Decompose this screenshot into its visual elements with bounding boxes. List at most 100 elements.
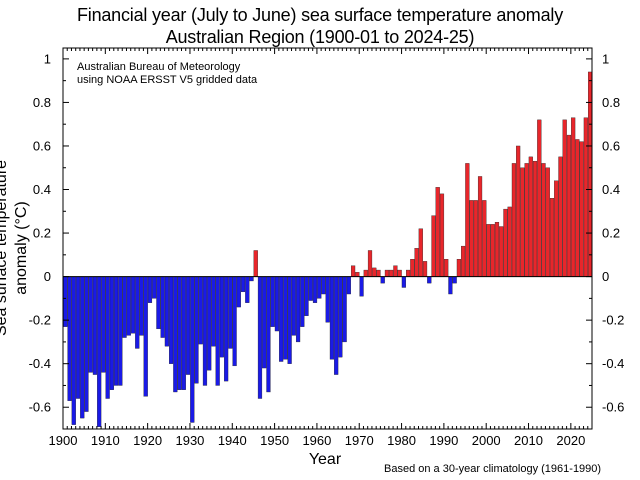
bar-2014 (545, 167, 550, 277)
bar-1910 (105, 276, 110, 399)
bar-1995 (465, 163, 470, 277)
bar-1983 (414, 248, 419, 277)
plot-frame (62, 47, 593, 430)
bar-2003 (499, 226, 504, 277)
y-tick-label-right: 0.8 (602, 95, 620, 110)
bar-1933 (202, 276, 208, 386)
source-note-line-2: using NOAA ERSST V5 gridded data (77, 74, 258, 86)
bar-1996 (469, 200, 474, 277)
y-tick-label: 0 (44, 269, 51, 284)
bar-1921 (152, 276, 157, 299)
climatology-footnote: Based on a 30-year climatology (1961-199… (384, 463, 602, 475)
bar-2019 (566, 134, 572, 277)
x-tick-label: 1990 (429, 433, 458, 448)
bar-1961 (321, 276, 326, 295)
bar-1920 (147, 276, 153, 303)
bar-1987 (431, 215, 436, 277)
y-tick-label: -0.6 (29, 400, 51, 415)
bar-2021 (575, 139, 580, 277)
bar-1963 (329, 276, 335, 360)
bar-2004 (503, 208, 508, 277)
x-tick-label: 1960 (302, 433, 331, 448)
bar-1985 (422, 261, 428, 277)
bar-1939 (228, 276, 233, 349)
x-tick-label: 1950 (260, 433, 289, 448)
bar-1909 (101, 276, 106, 373)
bar-1915 (126, 276, 131, 336)
bar-2009 (524, 163, 529, 277)
bar-1938 (224, 276, 229, 382)
bar-1979 (397, 269, 402, 277)
y-tick-label: 0.8 (33, 95, 51, 110)
y-tick-label-right: -0.2 (602, 313, 624, 328)
bar-1971 (363, 269, 368, 277)
bar-2017 (558, 156, 563, 277)
y-tick-label: 0.2 (33, 226, 51, 241)
bar-1928 (181, 276, 186, 390)
source-note-line-1: Australian Bureau of Meteorology (77, 61, 241, 73)
bar-1970 (359, 276, 364, 297)
bar-1991 (448, 276, 453, 295)
bar-2007 (516, 145, 521, 277)
y-tick-label-right: 0 (602, 269, 609, 284)
bar-1956 (300, 276, 305, 327)
bar-1906 (88, 276, 93, 373)
y-tick-label-right: 0.4 (602, 182, 620, 197)
bar-2002 (494, 221, 500, 277)
bar-1965 (338, 276, 343, 358)
bar-1941 (236, 276, 241, 308)
bar-1940 (232, 276, 237, 367)
bar-1917 (135, 276, 140, 349)
bar-1969 (355, 272, 360, 277)
bar-1934 (207, 276, 212, 371)
bar-1972 (367, 250, 373, 277)
bar-1908 (97, 276, 102, 427)
bar-1984 (418, 228, 423, 277)
x-tick-label: 1910 (91, 433, 120, 448)
bar-1977 (389, 269, 394, 277)
y-tick-label-right: 1 (602, 51, 609, 66)
x-tick-label: 2000 (472, 433, 501, 448)
bar-1989 (439, 193, 445, 277)
x-tick-label: 1900 (49, 433, 78, 448)
bar-2016 (554, 180, 559, 277)
bar-1978 (393, 265, 398, 277)
bar-1900 (63, 276, 68, 327)
bar-1930 (190, 276, 195, 423)
bar-1922 (156, 276, 161, 330)
bar-1942 (240, 276, 246, 293)
bar-1980 (401, 276, 406, 288)
y-tick-label: 1 (44, 51, 51, 66)
bar-2005 (507, 206, 512, 277)
bar-2015 (549, 198, 555, 277)
y-tick-label: 0.4 (33, 182, 51, 197)
bar-2010 (528, 156, 533, 277)
bar-1998 (477, 176, 483, 277)
bar-1929 (185, 276, 191, 375)
bar-2012 (537, 119, 542, 277)
bar-1949 (270, 276, 275, 327)
bar-1986 (427, 276, 432, 284)
bar-1975 (380, 276, 385, 284)
bar-1953 (287, 276, 292, 364)
bar-1943 (245, 276, 250, 303)
x-tick-label: 1940 (218, 433, 247, 448)
bar-1955 (295, 276, 301, 343)
bar-2018 (562, 119, 567, 277)
bar-1944 (249, 276, 254, 282)
bar-1974 (376, 269, 381, 277)
bar-1993 (456, 259, 461, 277)
bar-2013 (541, 163, 546, 277)
bar-1901 (67, 276, 72, 401)
y-tick-label: 0.6 (33, 138, 51, 153)
bar-1923 (160, 276, 165, 338)
bar-1982 (410, 259, 415, 277)
bar-1947 (262, 276, 267, 369)
y-tick-label-right: 0.6 (602, 138, 620, 153)
y-tick-label-right: -0.4 (602, 356, 624, 371)
bar-1918 (139, 276, 144, 336)
x-tick-label: 1930 (175, 433, 204, 448)
y-tick-label: -0.4 (29, 356, 51, 371)
bar-1924 (164, 276, 169, 347)
